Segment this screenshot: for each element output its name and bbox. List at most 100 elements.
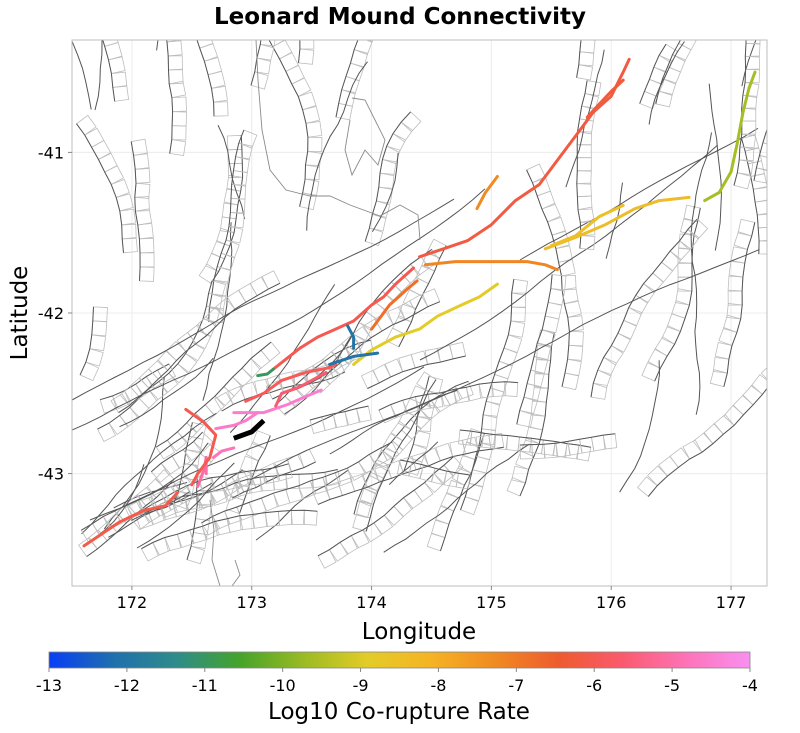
fault-trace [136,462,235,549]
fault-rupture-box [299,40,315,50]
fault-trace [166,40,174,154]
fault-rupture-box [163,0,178,14]
fault-rupture-box [691,9,709,26]
x-tick-label: 174 [356,593,387,612]
fault-trace [102,40,116,102]
fault-trace [217,124,246,220]
fault-trace [403,376,430,471]
co-rupture-fault-f8 [184,407,218,487]
fault-trace [694,132,712,209]
fault-rupture-box [263,0,277,3]
co-rupture-fault-f3 [211,446,236,459]
colorbar-ticks: -13 -12 -11 -10 -9 -8 -7 -6 -5 -4 [36,668,758,695]
fault-trace [208,129,245,322]
fault-trace [239,435,271,514]
fault-rupture-box [176,0,194,10]
fault-trace [186,476,198,560]
fault-trace [130,141,141,281]
coastline-segment [231,559,241,586]
fault-trace [160,469,338,505]
fault-rupture-box [678,40,697,51]
fault-trace [460,279,515,511]
co-rupture-fault-f22 [346,324,356,350]
fault-rupture-box [182,3,201,22]
fault-rupture-box [784,84,800,101]
colorbar-label: Log10 Co-rupture Rate [268,699,530,725]
colorbar-tick-label: -5 [664,676,680,695]
fault-rupture-box [791,334,800,354]
colorbar [48,651,751,669]
co-rupture-faults [82,57,757,548]
coastline-segment [344,97,386,177]
fault-trace [100,363,170,401]
fault-trace [97,280,213,430]
fault-rupture-box [781,345,800,365]
colorbar-tick-label: -8 [430,676,446,695]
co-rupture-fault-f19 [352,282,499,366]
co-rupture-fault-f21 [328,351,380,366]
fault-trace [306,61,368,231]
colorbar-tick-label: -11 [192,676,218,695]
fault-trace [156,341,272,448]
fault-trace [519,433,616,446]
co-rupture-fault-f16 [475,175,499,211]
fault-trace [329,389,458,455]
fault-trace [519,127,759,261]
colorbar-tick-label: -12 [114,676,140,695]
fault-trace [419,144,718,361]
chart-title: Leonard Mound Connectivity [214,4,586,30]
coastline-segment [209,499,221,586]
fault-trace [108,482,213,538]
fault-trace [202,222,233,401]
fault-rupture-box [760,367,767,380]
x-tick-label: 172 [117,593,148,612]
co-rupture-fault-f9 [82,491,179,548]
fault-rupture-box [766,128,767,131]
colorbar-tick-label: -13 [36,676,62,695]
fault-trace [723,222,756,387]
fault-rupture-box [750,374,767,395]
y-axis-ticks: -41 -42 -43 [38,143,72,484]
target-fault [232,418,266,441]
fault-trace [619,360,661,493]
fault-rupture-box [745,40,761,44]
fault-trace [76,123,124,253]
co-rupture-fault-f6 [274,370,328,408]
fault-trace [440,432,485,551]
x-tick-label: 173 [236,593,267,612]
fault-trace [113,482,188,509]
fault-rupture-box [772,354,792,374]
fault-trace [119,357,214,428]
fault-trace [741,40,757,87]
colorbar-tick-label: -10 [270,676,296,695]
fault-trace [94,40,103,111]
co-rupture-fault-f10 [271,319,356,371]
x-axis-label: Longitude [362,619,476,645]
fault-trace [141,509,318,550]
fault-trace [655,40,682,104]
co-rupture-fault-f13 [585,78,625,119]
fault-trace [335,40,359,118]
fault-trace [708,83,722,251]
fault-trace [371,152,399,232]
fault-trace [388,441,439,486]
fault-trace [89,366,425,521]
fault-trace [367,355,466,389]
fault-trace [249,248,760,481]
fault-trace [741,138,760,254]
fault-rupture-box [98,17,114,33]
co-rupture-fault-f23 [256,367,275,378]
fault-trace [516,274,553,425]
fault-trace [150,431,203,473]
fault-rupture-box [102,40,119,47]
y-tick-label: -41 [38,143,64,162]
fault-trace [576,80,588,249]
coastline [209,40,421,586]
fault-trace [733,40,747,186]
fault-trace [654,207,701,382]
co-rupture-fault-f2 [214,411,260,431]
fault-trace [255,469,349,541]
fault-trace [648,41,685,125]
fault-trace [72,40,92,110]
fault-trace [268,40,309,207]
